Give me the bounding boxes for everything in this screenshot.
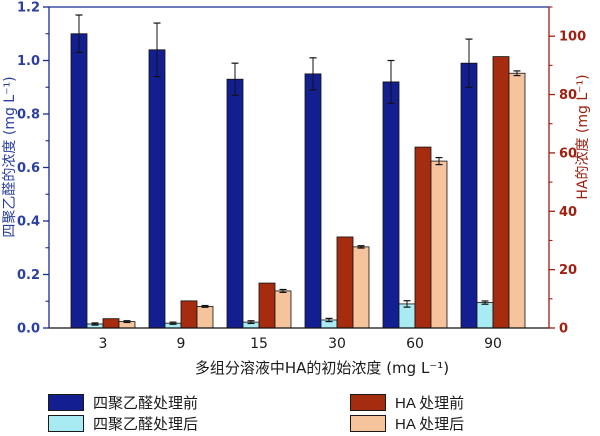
- legend: 四聚乙醛处理前 四聚乙醛处理后 HA 处理前 HA 处理后: [0, 394, 600, 436]
- bar-series3-cat4: [430, 160, 448, 329]
- bar-series0-cat4: [382, 81, 400, 329]
- bar-series0-cat1: [148, 49, 166, 329]
- legend-column-left: 四聚乙醛处理前 四聚乙醛处理后: [48, 394, 198, 436]
- legend-label-ha-before: HA 处理前: [395, 395, 465, 412]
- category-label: 15: [250, 336, 268, 352]
- legend-label-metaldehyde-after: 四聚乙醛处理后: [93, 416, 199, 433]
- category-label: 60: [406, 336, 424, 352]
- legend-swatch-ha-after: [350, 415, 386, 432]
- category-label: 90: [484, 336, 502, 352]
- left-tick-label: 0.2: [17, 268, 40, 283]
- bar-series0-cat2: [226, 78, 244, 329]
- legend-item-metaldehyde-after: 四聚乙醛处理后: [48, 415, 199, 433]
- category-label: 3: [99, 336, 108, 352]
- right-tick-label: 40: [559, 205, 577, 220]
- left-tick-label: 0.4: [17, 215, 40, 230]
- bar-series2-cat5: [492, 56, 510, 329]
- legend-item-metaldehyde-before: 四聚乙醛处理前: [48, 394, 199, 412]
- right-tick-label: 100: [559, 30, 586, 45]
- legend-swatch-ha-before: [350, 394, 386, 411]
- right-tick-label: 20: [559, 263, 577, 278]
- legend-item-ha-before: HA 处理前: [350, 394, 465, 412]
- bar-series2-cat4: [414, 146, 432, 329]
- category-label: 9: [177, 336, 186, 352]
- left-tick-label: 1.2: [17, 1, 40, 16]
- legend-label-ha-after: HA 处理后: [395, 416, 465, 433]
- bar-series2-cat3: [336, 236, 354, 329]
- bar-series1-cat5: [476, 302, 494, 329]
- legend-swatch-metaldehyde-before: [48, 394, 84, 411]
- right-axis-title: HA的浓度 (mg L⁻¹): [575, 74, 591, 199]
- left-tick-label: 0.8: [17, 108, 40, 123]
- bar-series2-cat1: [180, 300, 198, 329]
- bar-series3-cat3: [352, 246, 370, 329]
- left-tick-label: 1.0: [17, 54, 40, 69]
- left-tick-label: 0.0: [17, 322, 40, 337]
- category-label: 30: [328, 336, 346, 352]
- right-tick-label: 60: [559, 146, 577, 161]
- bar-series0-cat5: [460, 62, 478, 329]
- bar-series2-cat2: [258, 282, 276, 329]
- legend-label-metaldehyde-before: 四聚乙醛处理前: [93, 395, 199, 412]
- x-axis-title: 多组分溶液中HA的初始浓度 (mg L⁻¹): [195, 359, 449, 377]
- legend-swatch-metaldehyde-after: [48, 415, 84, 432]
- bar-series3-cat1: [196, 306, 214, 329]
- dual-axis-bar-chart: 0.0 0.2 0.4 0.6 0.8 1.0 1.2 0 20 40 60 80 100 3 9 15 30 6…: [2, 1, 591, 378]
- left-tick-label: 0.6: [17, 161, 40, 176]
- legend-item-ha-after: HA 处理后: [350, 415, 465, 433]
- right-tick-label: 0: [559, 322, 568, 337]
- bar-series0-cat0: [70, 33, 88, 329]
- left-axis-title: 四聚乙醛的浓度 (mg L⁻¹): [2, 76, 18, 237]
- bar-series2-cat0: [102, 318, 120, 329]
- bar-series3-cat5: [508, 72, 526, 329]
- bar-series0-cat3: [304, 73, 322, 329]
- legend-column-right: HA 处理前 HA 处理后: [350, 394, 464, 436]
- bar-series3-cat2: [274, 290, 292, 329]
- right-tick-label: 80: [559, 88, 577, 103]
